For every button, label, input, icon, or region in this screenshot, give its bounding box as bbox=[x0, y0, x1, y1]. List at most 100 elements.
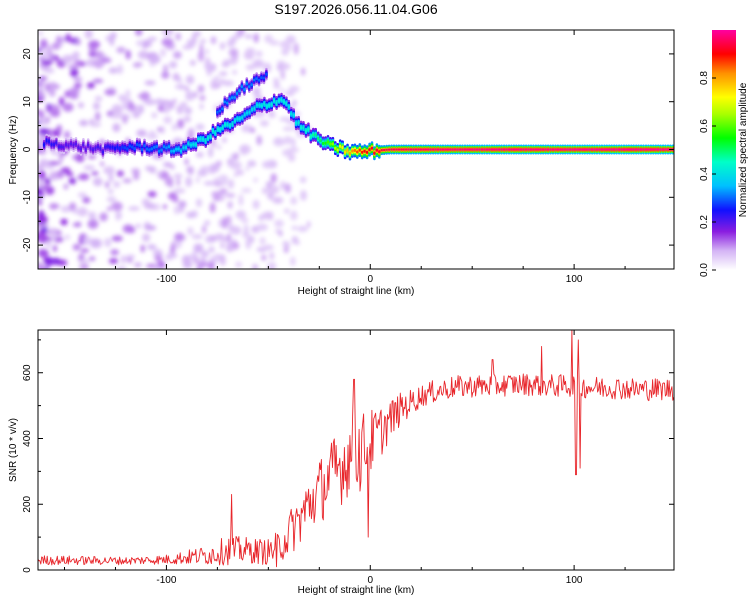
ridge-cell bbox=[243, 88, 246, 91]
ridge-cell bbox=[228, 97, 231, 101]
noise-blob bbox=[154, 265, 161, 269]
ridge-cell bbox=[140, 148, 144, 152]
noise-blob bbox=[106, 206, 112, 211]
ridge-cell bbox=[221, 107, 224, 111]
ridge-cell bbox=[505, 148, 508, 151]
noise-blob bbox=[209, 202, 216, 213]
noise-blob bbox=[48, 88, 56, 98]
ridge-cell bbox=[245, 111, 249, 115]
noise-blob bbox=[291, 137, 296, 149]
ridge-cell bbox=[170, 149, 173, 153]
snr-ticks: -100 0 100 0 200 400 600 bbox=[22, 330, 674, 586]
noise-blob bbox=[38, 158, 49, 168]
noise-blob bbox=[47, 44, 52, 55]
ridge-cell bbox=[199, 137, 203, 141]
noise-blob bbox=[64, 90, 71, 98]
ridge-cell bbox=[248, 85, 251, 88]
noise-blob bbox=[100, 161, 105, 167]
colorbar-tick-label: 0.0 bbox=[699, 263, 710, 277]
noise-blob bbox=[136, 39, 144, 47]
ridge-cell bbox=[495, 148, 499, 151]
noise-blob bbox=[79, 263, 89, 269]
noise-blob bbox=[162, 204, 167, 210]
ridge-cell bbox=[209, 135, 212, 139]
noise-blob bbox=[290, 256, 296, 266]
noise-blob bbox=[38, 93, 46, 98]
noise-blob bbox=[74, 82, 82, 88]
noise-blob bbox=[49, 81, 57, 91]
noise-blob bbox=[62, 102, 74, 112]
noise-blob bbox=[187, 227, 194, 235]
ridge-cell bbox=[326, 140, 330, 144]
noise-blob bbox=[39, 76, 46, 81]
x-tick-label: 100 bbox=[566, 274, 583, 285]
ridge-cell bbox=[172, 149, 176, 153]
ridge-cell bbox=[439, 148, 442, 151]
ridge-cell bbox=[595, 148, 599, 151]
ridge-cell bbox=[255, 103, 259, 107]
ridge-cell bbox=[346, 149, 349, 153]
ridge-cell bbox=[226, 101, 229, 105]
noise-blob bbox=[274, 219, 284, 228]
ridge-cell bbox=[99, 146, 102, 150]
noise-blob bbox=[244, 34, 253, 39]
ridge-cell bbox=[338, 144, 342, 148]
noise-blob bbox=[269, 266, 273, 269]
noise-blob bbox=[111, 201, 123, 212]
noise-blob bbox=[183, 115, 191, 123]
noise-blob bbox=[38, 178, 43, 189]
noise-blob bbox=[80, 248, 90, 253]
x-tick-label: 0 bbox=[367, 575, 373, 586]
noise-blob bbox=[134, 30, 143, 36]
ridge-cell bbox=[294, 121, 298, 125]
noise-blob bbox=[103, 166, 115, 175]
noise-blob bbox=[173, 188, 186, 194]
noise-blob bbox=[122, 224, 134, 233]
y-tick-label: 10 bbox=[22, 96, 33, 108]
noise-blob bbox=[209, 235, 217, 241]
noise-blob bbox=[78, 173, 90, 181]
ridge-cell bbox=[77, 145, 80, 149]
noise-blob bbox=[256, 135, 263, 146]
noise-blob bbox=[289, 156, 295, 161]
ridge-cell bbox=[316, 136, 320, 140]
ridge-cell bbox=[666, 148, 670, 151]
noise-blob bbox=[38, 165, 45, 170]
noise-blob bbox=[164, 162, 173, 168]
noise-blob bbox=[87, 82, 95, 89]
ridge-cell bbox=[184, 145, 188, 149]
noise-blob bbox=[133, 170, 140, 181]
noise-blob bbox=[197, 169, 208, 177]
noise-blob bbox=[101, 57, 112, 63]
ridge-cell bbox=[223, 100, 227, 104]
ridge-cell bbox=[539, 148, 543, 151]
noise-blob bbox=[199, 39, 207, 44]
noise-blob bbox=[208, 169, 216, 174]
ridge-cell bbox=[334, 146, 337, 150]
ridge-cell bbox=[502, 148, 506, 151]
ridge-cell bbox=[414, 148, 418, 151]
ridge-cell bbox=[282, 100, 286, 104]
ridge-cell bbox=[160, 148, 163, 152]
noise-blob bbox=[107, 188, 114, 194]
noise-blob bbox=[38, 109, 41, 114]
noise-blob bbox=[199, 103, 204, 110]
noise-blob bbox=[60, 218, 68, 226]
ridge-cell bbox=[131, 145, 134, 149]
ridge-cell bbox=[299, 126, 303, 130]
ridge-cell bbox=[627, 148, 631, 151]
noise-blob bbox=[245, 237, 252, 250]
ridge-cell bbox=[235, 92, 239, 95]
noise-blob bbox=[268, 112, 276, 119]
ridge-cell bbox=[138, 143, 141, 147]
noise-blob bbox=[72, 243, 81, 251]
ridge-cell bbox=[527, 148, 530, 151]
ridge-cell bbox=[358, 148, 362, 152]
noise-blob bbox=[137, 104, 144, 114]
ridge-cell bbox=[297, 121, 300, 125]
ridge-cell bbox=[79, 147, 83, 151]
ridge-cell bbox=[639, 148, 643, 151]
noise-blob bbox=[189, 252, 197, 261]
ridge-cell bbox=[260, 104, 264, 108]
ridge-cell bbox=[588, 148, 591, 151]
